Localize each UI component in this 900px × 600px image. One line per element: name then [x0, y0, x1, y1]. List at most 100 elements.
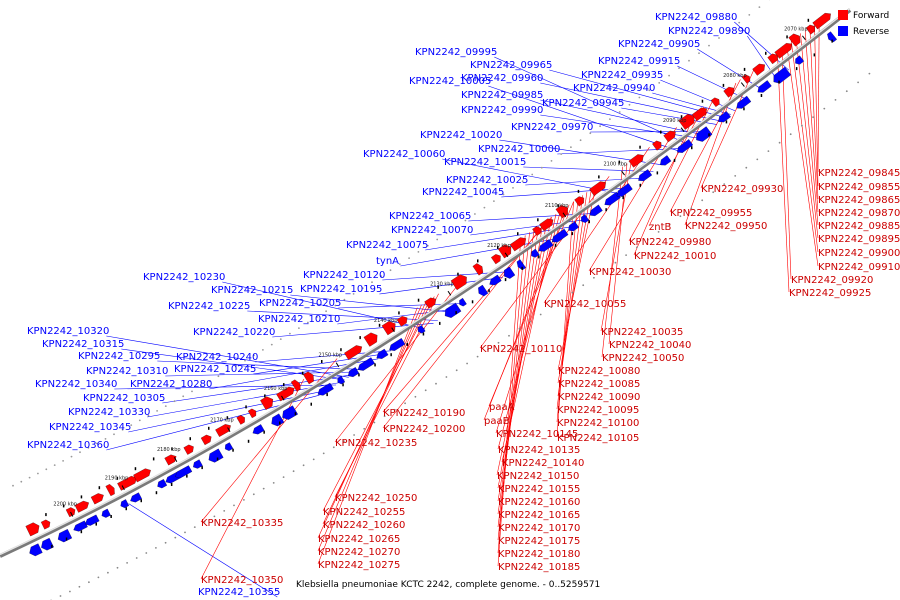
feature-marker	[577, 189, 580, 193]
forward-gene	[589, 181, 606, 196]
track-dot	[758, 6, 761, 8]
reverse-gene	[660, 155, 672, 166]
forward-gene	[532, 226, 542, 236]
scale-tick	[281, 395, 285, 401]
reverse-gene-label: KPN2242_10240	[176, 352, 258, 363]
track-dot	[62, 460, 64, 462]
forward-leader-line	[814, 22, 819, 187]
track-dot	[244, 359, 246, 362]
feature-marker	[517, 232, 519, 236]
scale-tick-label: 2110 kbp	[545, 203, 569, 209]
forward-gene-label: KPN2242_10255	[323, 507, 405, 518]
reverse-gene	[677, 139, 694, 153]
scale-tick-label: 2180 kbp	[157, 447, 181, 453]
track-dot	[272, 482, 275, 484]
track-dot	[445, 376, 448, 378]
scale-tick	[504, 252, 509, 258]
track-dot	[145, 552, 148, 554]
forward-gene-label: KPN2242_10250	[335, 493, 417, 504]
reverse-gene	[538, 239, 554, 252]
track-dot	[698, 52, 700, 55]
reverse-gene	[696, 126, 713, 142]
reverse-leader-line	[488, 85, 681, 152]
forward-leader-line	[495, 207, 566, 434]
track-dot	[570, 146, 572, 149]
track-dot	[270, 343, 273, 346]
reverse-gene	[317, 382, 334, 396]
forward-leader-line	[700, 68, 755, 189]
forward-leader-line	[322, 296, 435, 512]
forward-gene	[236, 415, 245, 425]
reverse-gene-label: KPN2242_10230	[143, 272, 225, 283]
feature-marker	[140, 499, 142, 503]
track-dot	[104, 438, 107, 440]
feature-marker	[795, 67, 798, 71]
track-dot	[408, 257, 410, 259]
reverse-gene	[795, 55, 805, 65]
reverse-gene-label: KPN2242_10225	[168, 301, 250, 312]
feature-marker	[152, 457, 155, 461]
track-dot	[233, 504, 235, 507]
forward-gene-label: KPN2242_10270	[318, 547, 400, 558]
feature-marker	[455, 311, 457, 315]
scale-tick	[562, 212, 567, 218]
feature-marker	[134, 467, 137, 471]
forward-gene-label: KPN2242_09930	[701, 184, 783, 195]
track-dot	[487, 348, 489, 351]
forward-gene-label: KPN2242_10155	[498, 484, 580, 495]
forward-gene-label: KPN2242_09925	[789, 288, 871, 299]
feature-marker	[171, 447, 173, 451]
feature-marker	[605, 208, 607, 212]
track-dot	[226, 370, 229, 372]
track-dot	[322, 452, 325, 455]
feature-marker	[457, 272, 459, 276]
reverse-gene	[130, 492, 142, 503]
feature-marker	[358, 373, 360, 377]
track-dot	[302, 464, 305, 467]
legend: Forward Reverse	[838, 10, 890, 37]
feature-marker	[557, 204, 559, 208]
track-dot	[646, 238, 649, 241]
feature-marker	[374, 363, 376, 367]
feature-marker	[65, 537, 68, 541]
legend-reverse-label: Reverse	[853, 27, 890, 37]
forward-gene-label: KPN2242_10190	[383, 408, 465, 419]
reverse-gene	[73, 520, 88, 532]
forward-gene	[692, 107, 707, 122]
track-dot	[414, 395, 417, 398]
genome-backbone-highlight	[0, 7, 851, 556]
track-dot	[343, 298, 346, 301]
genome-caption: Klebsiella pneumoniae KCTC 2242, complet…	[296, 580, 600, 590]
forward-leader-line	[790, 40, 819, 253]
reverse-gene-label: KPN2242_10310	[86, 366, 168, 377]
forward-gene-label: KPN2242_09885	[818, 221, 900, 232]
feature-marker	[208, 426, 210, 430]
reverse-gene-label: KPN2242_09995	[415, 47, 497, 58]
feature-marker	[477, 259, 479, 263]
track-dot	[823, 107, 826, 110]
feature-marker	[264, 394, 266, 398]
reverse-gene	[757, 80, 772, 93]
forward-gene-label: KPN2242_10100	[557, 418, 639, 429]
scale-tick-label: 2120 kbp	[487, 243, 511, 249]
reverse-gene	[589, 204, 603, 217]
track-dot	[435, 382, 437, 385]
feature-marker	[45, 513, 47, 517]
forward-gene	[498, 244, 512, 259]
track-dot	[657, 231, 660, 233]
feature-marker	[51, 544, 53, 548]
reverse-gene	[551, 228, 569, 243]
forward-gene	[247, 408, 257, 419]
forward-gene	[767, 53, 778, 65]
feature-marker	[786, 35, 788, 39]
forward-leader-line	[497, 229, 535, 528]
track-dot	[121, 428, 124, 431]
forward-gene-label: KPN2242_10235	[335, 438, 417, 449]
forward-gene-label: KPN2242_10140	[502, 458, 584, 469]
forward-leader-line	[786, 44, 819, 267]
forward-gene-label: KPN2242_10055	[544, 299, 626, 310]
track-dot	[138, 419, 141, 422]
forward-gene	[90, 493, 104, 505]
track-dot	[164, 541, 167, 544]
